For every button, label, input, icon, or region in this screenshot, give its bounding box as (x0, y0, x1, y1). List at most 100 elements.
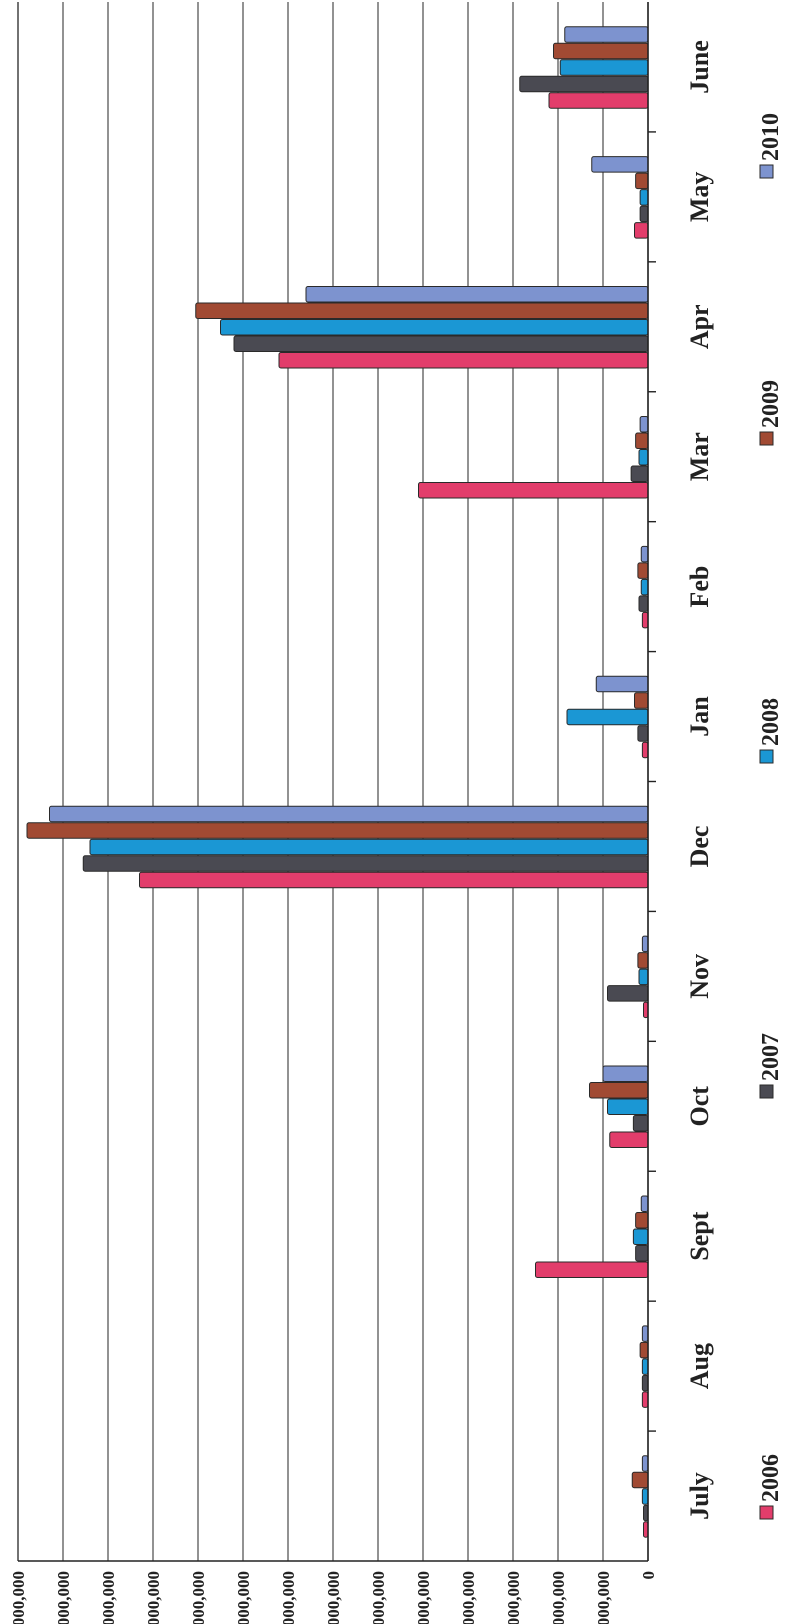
legend-swatch-2010 (759, 164, 774, 179)
gridlines (17, 2, 649, 1561)
legend-label-2010: 2010 (758, 113, 784, 161)
bar-2010-Apr (305, 286, 649, 303)
category-label: July (685, 1472, 714, 1520)
value-tick-label: 8,000,000 (459, 1571, 478, 1624)
bar-2009-Jan (634, 692, 649, 709)
bar-2007-Dec (82, 855, 649, 872)
bar-2009-Mar (635, 432, 649, 449)
legend: 2006 2007 2008 2009 2010 (758, 113, 784, 1520)
value-tick-label: 14,000,000 (324, 1571, 343, 1624)
bar-2007-Aug (641, 1374, 649, 1392)
value-tick-label: 12,000,000 (369, 1571, 388, 1624)
bar-2008-Mar (638, 448, 649, 466)
bar-2008-Jan (566, 708, 649, 726)
bar-2007-June (519, 75, 649, 93)
category-label: Aug (685, 1343, 714, 1389)
bar-2010-Mar (639, 415, 649, 433)
bar-2006-Dec (139, 871, 649, 889)
category-label: Oct (685, 1086, 714, 1127)
bar-2006-Aug (641, 1391, 649, 1408)
category-label: Jan (685, 696, 714, 737)
bar-2007-Oct (632, 1115, 649, 1132)
bar-2006-Jan (641, 741, 649, 759)
value-tick-label: 2,000,000 (594, 1571, 613, 1624)
bar-2010-Sept (640, 1195, 649, 1212)
bar-2009-July (631, 1471, 649, 1489)
bar-2008-Apr (220, 319, 649, 336)
bar-2006-May (634, 222, 649, 239)
category-label: Nov (685, 954, 714, 999)
category-label: Feb (685, 566, 714, 608)
value-tick-label: 0 (639, 1571, 658, 1580)
legend-label-2009: 2009 (758, 380, 784, 428)
bar-2008-Nov (638, 968, 649, 986)
category-label: Mar (685, 432, 714, 481)
bar-2006-Sept (535, 1261, 649, 1278)
bar-2006-Feb (641, 611, 649, 629)
bar-2009-Feb (637, 562, 649, 579)
bar-2010-Nov (641, 935, 649, 953)
bar-2010-June (564, 26, 649, 43)
bar-2008-July (641, 1488, 649, 1505)
value-tick-label: 24,000,000 (99, 1571, 118, 1624)
bar-2010-Jan (595, 675, 649, 693)
bar-2009-Sept (635, 1211, 649, 1229)
bar-2010-Feb (640, 545, 649, 563)
bar-2008-Dec (89, 838, 649, 856)
bar-2007-May (639, 205, 649, 223)
bar-2006-Oct (609, 1131, 649, 1149)
bar-2008-Aug (641, 1358, 649, 1375)
bar-2009-Apr (195, 302, 649, 320)
value-tick-label: 10,000,000 (414, 1571, 433, 1624)
bar-2008-Oct (607, 1098, 649, 1116)
bar-2008-Feb (640, 578, 649, 596)
legend-swatch-2009 (759, 431, 774, 446)
bar-2008-June (559, 59, 649, 76)
bar-2007-Sept (635, 1244, 649, 1262)
bar-2009-Oct (589, 1082, 649, 1099)
bar-2006-Mar (418, 481, 649, 499)
value-tick-label: 6,000,000 (504, 1571, 523, 1624)
legend-swatch-2006 (759, 1505, 774, 1520)
legend-label-2007: 2007 (758, 1033, 784, 1081)
bar-2010-July (641, 1455, 649, 1472)
category-label: Dec (685, 826, 714, 868)
bar-2007-Apr (233, 335, 649, 353)
bar-2008-Sept (632, 1228, 649, 1245)
legend-label-2006: 2006 (758, 1454, 784, 1502)
bar-2009-Dec (26, 822, 649, 839)
value-tick-label: 26,000,000 (54, 1571, 73, 1624)
legend-swatch-2008 (759, 749, 774, 764)
bar-2010-Oct (602, 1065, 649, 1083)
bar-2009-May (635, 172, 649, 190)
bar-2006-June (548, 92, 649, 109)
bar-2007-Mar (630, 465, 649, 482)
legend-label-2008: 2008 (758, 698, 784, 746)
bar-2009-Aug (639, 1341, 649, 1359)
bar-2010-May (591, 156, 649, 173)
legend-swatch-2007 (759, 1084, 774, 1099)
bar-2009-Nov (637, 952, 649, 969)
category-label: Apr (685, 304, 714, 349)
bar-2010-Dec (49, 805, 649, 823)
value-tick-label: 20,000,000 (189, 1571, 208, 1624)
category-label: Sept (685, 1211, 714, 1260)
value-tick-label: 16,000,000 (279, 1571, 298, 1624)
bar-2010-Aug (641, 1325, 649, 1342)
bar-2007-Jan (637, 725, 649, 742)
value-tick-label: 22,000,000 (144, 1571, 163, 1624)
bar-2009-June (553, 42, 649, 60)
bar-2008-May (639, 189, 649, 206)
bar-2007-Nov (607, 985, 649, 1002)
value-tick-label: 18,000,000 (234, 1571, 253, 1624)
bar-2006-Apr (278, 352, 649, 369)
value-tick-label: 28,000,000 (9, 1571, 28, 1624)
axes: 0 2,000,000 4,000,000 6,000,000 8,000,000 10,… (9, 2, 714, 1624)
category-label: June (685, 40, 714, 93)
value-tick-label: 4,000,000 (549, 1571, 568, 1624)
category-label: May (685, 172, 714, 223)
bars (26, 26, 649, 1538)
bar-2007-Feb (638, 595, 649, 612)
